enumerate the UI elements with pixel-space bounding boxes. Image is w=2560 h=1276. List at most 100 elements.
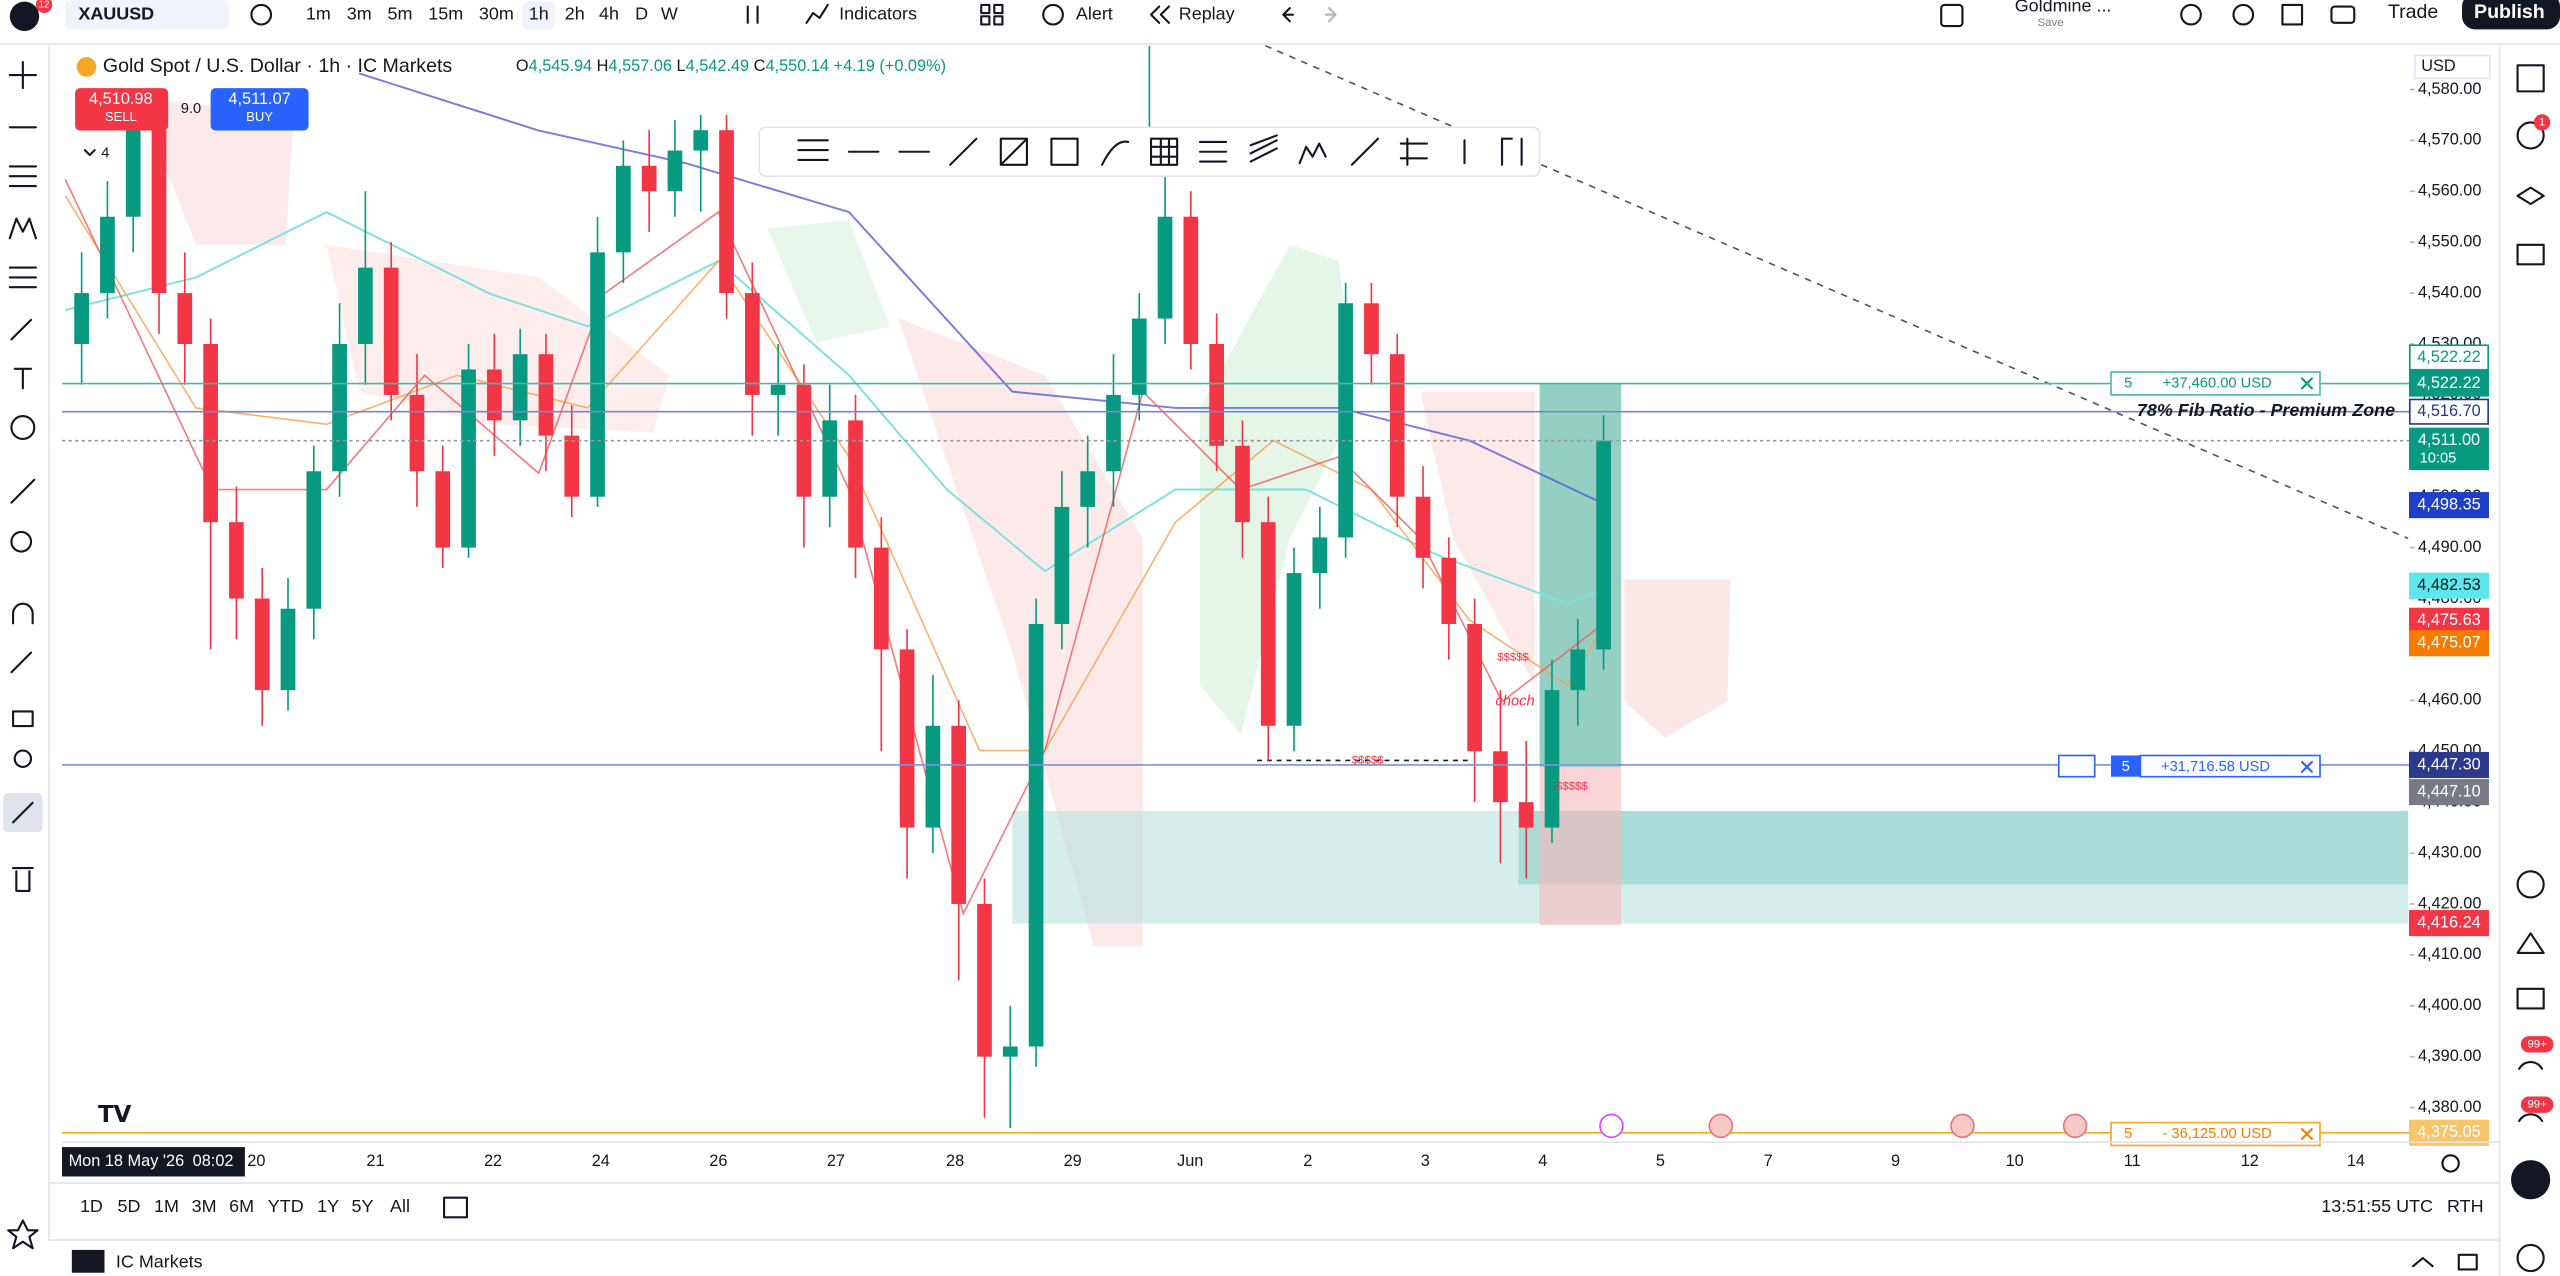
range-button[interactable]: YTD (268, 1196, 304, 1216)
indicators-button[interactable]: Indicators (839, 3, 917, 23)
target-icon[interactable] (2516, 870, 2545, 899)
buy-button[interactable] (210, 88, 309, 131)
stream-icon[interactable] (2518, 1113, 2544, 1123)
watchlist-icon[interactable] (2516, 64, 2545, 93)
layout-icon[interactable] (980, 15, 991, 26)
alerts-icon[interactable] (2516, 121, 2545, 150)
trendline[interactable] (1264, 44, 2409, 540)
tool-zoom[interactable] (10, 530, 33, 553)
drawing-toolbar (758, 126, 1541, 178)
tool-visibility[interactable] (13, 749, 33, 768)
publish-button[interactable] (2462, 0, 2560, 30)
timeframe[interactable]: 1m (306, 3, 331, 23)
sell-button[interactable] (75, 88, 169, 131)
tool-trash[interactable] (12, 867, 34, 892)
close-icon[interactable] (2300, 760, 2313, 773)
avatar[interactable] (9, 1, 40, 32)
session[interactable]: RTH (2447, 1196, 2484, 1216)
settings-icon[interactable] (2232, 3, 2255, 26)
redo[interactable] (1324, 7, 1337, 23)
symbol-search[interactable] (65, 0, 229, 30)
apps-button[interactable] (2511, 1160, 2551, 1200)
event-icon[interactable] (1950, 1113, 1975, 1139)
replay-button[interactable]: Replay (1179, 3, 1235, 23)
timeframe[interactable]: 3m (347, 3, 372, 23)
range-button[interactable]: 1Y (317, 1196, 339, 1216)
currency-box[interactable] (2413, 54, 2491, 80)
tool-icon[interactable] (797, 139, 829, 161)
tool-icon[interactable] (1350, 137, 1380, 166)
timeframe[interactable]: 5m (388, 3, 413, 23)
help-icon[interactable] (2516, 1243, 2545, 1273)
tool-emoji[interactable] (10, 415, 36, 440)
tool-icon[interactable] (1500, 137, 1523, 166)
range-button[interactable]: All (390, 1196, 410, 1216)
trade-button[interactable]: Trade (2388, 1, 2439, 23)
close-icon[interactable] (2300, 377, 2313, 390)
position-tag[interactable]: 5 - 36,125.00 USD (2110, 1121, 2321, 1147)
event-icon[interactable] (2062, 1113, 2088, 1139)
range-button[interactable]: 6M (229, 1196, 254, 1216)
timeframe[interactable]: 1h (529, 3, 549, 23)
tool-icon[interactable] (1100, 140, 1130, 166)
timeframe[interactable]: D (635, 3, 648, 23)
range-button[interactable]: 3M (192, 1196, 217, 1216)
search-icon[interactable] (2180, 3, 2202, 26)
range-button[interactable]: 5D (118, 1196, 141, 1216)
chat-icon[interactable] (2516, 243, 2545, 266)
tool-icon[interactable] (999, 137, 1028, 166)
save-label[interactable]: Save (2038, 17, 2064, 29)
tool-crosshair[interactable] (8, 60, 37, 90)
maximize-icon[interactable] (2457, 1253, 2478, 1271)
compare-icon[interactable] (250, 3, 273, 26)
timeframe[interactable]: 30m (479, 3, 514, 23)
layers-icon[interactable] (2516, 186, 2545, 206)
fullscreen-icon[interactable] (2281, 3, 2304, 26)
tool-icon[interactable] (1050, 137, 1079, 166)
tool-magnet[interactable] (12, 602, 34, 625)
goto-date-icon[interactable] (443, 1196, 468, 1219)
layout-icon[interactable] (993, 15, 1004, 26)
close-icon[interactable] (2300, 1128, 2313, 1140)
collapse-icon[interactable] (2412, 1256, 2434, 1268)
tool-icon[interactable] (1298, 142, 1327, 165)
alert-button[interactable]: Alert (1076, 3, 1113, 23)
chart-type-icon[interactable] (746, 5, 759, 24)
range-button[interactable]: 5Y (351, 1196, 373, 1216)
tool-pattern[interactable] (8, 217, 37, 240)
tool-icon[interactable] (1399, 137, 1428, 166)
timeframe[interactable]: 2h (565, 3, 585, 23)
timeframe[interactable]: 15m (428, 3, 463, 23)
layout-icon[interactable] (980, 3, 991, 15)
range-button[interactable]: 1M (154, 1196, 179, 1216)
tool-icon[interactable] (949, 137, 978, 166)
tool-brush[interactable] (10, 318, 33, 341)
layout-icon[interactable] (993, 3, 1004, 15)
tool-icon[interactable] (1249, 134, 1278, 163)
tool-text[interactable] (13, 367, 33, 390)
settings-icon[interactable] (2441, 1154, 2460, 1173)
tool-icon[interactable] (1149, 137, 1179, 166)
tool-fib[interactable] (8, 165, 37, 188)
tool-favorite[interactable] (7, 1219, 39, 1250)
tool-icon[interactable] (1198, 140, 1228, 163)
position-tag[interactable]: 5 +37,460.00 USD (2110, 371, 2321, 396)
calendar-icon[interactable] (2516, 987, 2545, 1010)
expand-icon[interactable] (83, 149, 96, 157)
tool-lock-draw[interactable] (10, 651, 33, 674)
tool-forecast[interactable] (8, 266, 37, 289)
layout-button[interactable] (1940, 3, 1964, 28)
position-tag[interactable]: 5 +31,716.58 USD (2057, 754, 2321, 778)
range-button[interactable]: 1D (80, 1196, 103, 1216)
tool-lock[interactable] (12, 710, 34, 728)
timeframe[interactable]: 4h (599, 3, 619, 23)
event-icon[interactable] (1599, 1113, 1624, 1139)
account-name[interactable]: Goldmine ... (2015, 0, 2112, 15)
timeframe[interactable]: W (661, 3, 678, 23)
event-icon[interactable] (1708, 1113, 1734, 1139)
snapshot-icon[interactable] (2330, 5, 2356, 24)
ideas-icon[interactable] (2516, 932, 2545, 954)
stream-icon[interactable] (2518, 1060, 2544, 1070)
undo[interactable] (1282, 7, 1295, 23)
tool-ruler[interactable] (10, 478, 36, 504)
